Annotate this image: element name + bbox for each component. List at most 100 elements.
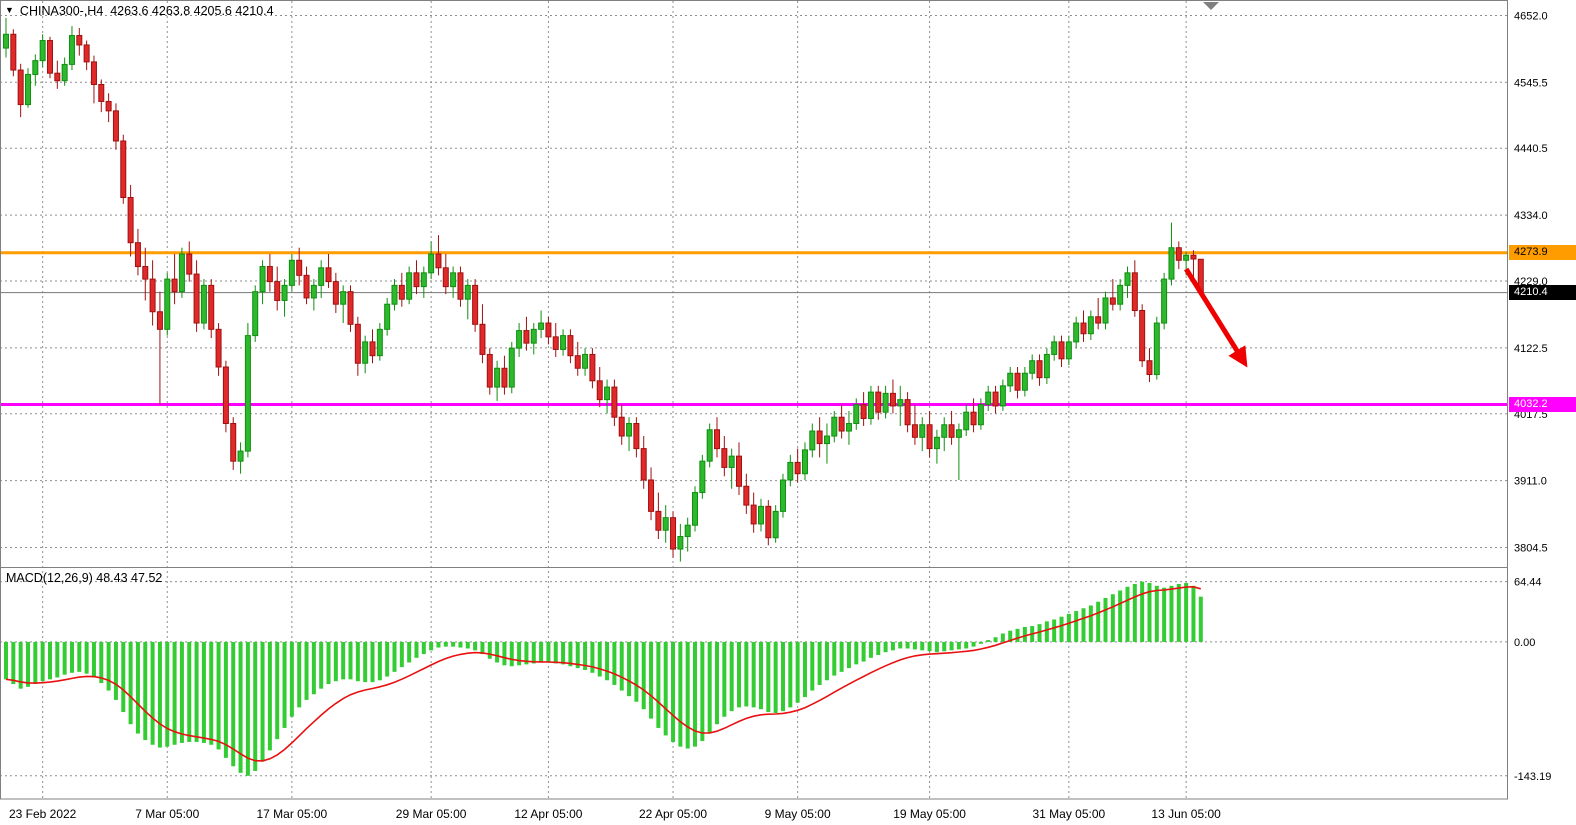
macd-histogram-bar xyxy=(561,641,566,665)
candle-bullish xyxy=(692,492,699,526)
candle-bullish xyxy=(362,341,369,364)
macd-histogram-bar xyxy=(949,641,954,651)
candle-bearish xyxy=(1139,309,1146,362)
macd-histogram-bar xyxy=(179,641,184,743)
macd-tick-label: 0.00 xyxy=(1514,637,1535,649)
macd-histogram-bar xyxy=(319,641,324,689)
macd-histogram-bar xyxy=(934,641,939,653)
macd-histogram-bar xyxy=(172,641,177,745)
candle-bullish xyxy=(684,524,691,537)
support-price-badge: 4032.2 xyxy=(1509,397,1576,413)
candle-bearish xyxy=(875,391,882,413)
candle-bearish xyxy=(1131,272,1138,311)
candle-bearish xyxy=(142,266,149,280)
time-tick-label: 23 Feb 2022 xyxy=(9,807,77,821)
candle-bearish xyxy=(1175,247,1182,261)
macd-histogram-bar xyxy=(729,641,734,712)
candle-bearish xyxy=(120,140,127,198)
trend-arrow[interactable] xyxy=(1184,267,1248,368)
candle-bearish xyxy=(354,323,361,364)
time-tick-label: 12 Apr 05:00 xyxy=(514,807,582,821)
candle-bearish xyxy=(611,386,618,418)
candle-bearish xyxy=(736,455,742,487)
macd-histogram-bar xyxy=(1059,616,1064,642)
macd-histogram-bar xyxy=(297,641,302,708)
symbol-marker-icon: ▼ xyxy=(5,5,14,15)
macd-histogram-bar xyxy=(429,641,434,651)
macd-histogram-bar xyxy=(634,641,639,702)
candle-bullish xyxy=(464,284,471,300)
macd-histogram-bar xyxy=(1191,585,1196,642)
macd-histogram-bar xyxy=(854,641,859,665)
macd-histogram-bar xyxy=(575,641,580,669)
resistance-price-badge: 4273.9 xyxy=(1509,245,1576,261)
candle-bullish xyxy=(1161,278,1168,324)
macd-histogram-bar xyxy=(128,641,133,725)
candle-bearish xyxy=(589,353,596,382)
macd-histogram-bar xyxy=(113,641,118,700)
macd-histogram-bar xyxy=(539,641,544,663)
candle-bullish xyxy=(508,347,515,388)
macd-histogram-bar xyxy=(971,641,976,647)
candle-bearish xyxy=(1190,254,1197,260)
macd-histogram-bar xyxy=(920,641,925,651)
macd-histogram-bar xyxy=(55,641,60,678)
macd-histogram-bar xyxy=(802,641,807,698)
candle-bullish xyxy=(985,391,992,406)
candle-bearish xyxy=(816,430,823,445)
macd-histogram-bar xyxy=(121,641,126,713)
macd-histogram-bar xyxy=(47,641,52,680)
macd-histogram-bar xyxy=(377,641,382,681)
macd-histogram-bar xyxy=(443,641,448,647)
candle-bearish xyxy=(838,416,845,432)
macd-histogram-bar xyxy=(685,641,690,749)
macd-histogram-bar xyxy=(524,641,529,665)
candle-bullish xyxy=(420,272,427,288)
candle-bullish xyxy=(1021,372,1028,391)
macd-histogram-bar xyxy=(1015,628,1020,642)
candle-bullish xyxy=(391,284,398,305)
candle-bullish xyxy=(310,284,317,299)
macd-histogram-bar xyxy=(868,641,873,658)
macd-histogram-bar xyxy=(414,641,419,658)
candle-bearish xyxy=(655,510,662,531)
candle-bullish xyxy=(1153,322,1160,376)
macd-histogram-bar xyxy=(942,641,947,652)
candle-bullish xyxy=(1043,353,1050,379)
candle-bullish xyxy=(757,505,764,525)
price-tick-label: 4440.5 xyxy=(1514,143,1548,155)
candle-bullish xyxy=(1087,316,1094,335)
candle-bearish xyxy=(76,35,83,46)
candle-bearish xyxy=(222,366,229,424)
shift-marker-icon xyxy=(1203,2,1219,10)
macd-histogram-bar xyxy=(927,641,932,652)
chart-title: ▼ CHINA300-,H4 4263.6 4263.8 4205.6 4210… xyxy=(5,4,274,18)
macd-histogram-bar xyxy=(99,641,104,684)
plot-border xyxy=(0,0,1508,800)
candle-bullish xyxy=(897,399,904,407)
candle-bullish xyxy=(882,392,889,413)
macd-tick-label: -143.19 xyxy=(1514,771,1551,783)
macd-histogram-bar xyxy=(1184,583,1189,642)
macd-histogram-bar xyxy=(1000,633,1005,642)
macd-histogram-bar xyxy=(546,641,551,663)
macd-histogram-bar xyxy=(678,641,683,747)
candle-bearish xyxy=(794,461,801,475)
candle-bullish xyxy=(560,335,567,350)
candle-bearish xyxy=(46,40,53,74)
candle-bullish xyxy=(244,335,251,452)
macd-histogram-bar xyxy=(187,641,192,742)
candle-bullish xyxy=(61,63,68,82)
macd-histogram-bar xyxy=(619,641,624,691)
candle-bullish xyxy=(801,449,808,475)
macd-histogram-bar xyxy=(502,641,507,666)
candle-bearish xyxy=(98,83,105,102)
macd-histogram-bar xyxy=(700,641,705,742)
candle-bearish xyxy=(970,411,977,426)
candle-bullish xyxy=(999,385,1006,407)
candle-bearish xyxy=(127,196,134,244)
candle-bullish xyxy=(626,422,633,437)
macd-histogram-bar xyxy=(18,641,23,689)
candle-bearish xyxy=(889,392,896,407)
